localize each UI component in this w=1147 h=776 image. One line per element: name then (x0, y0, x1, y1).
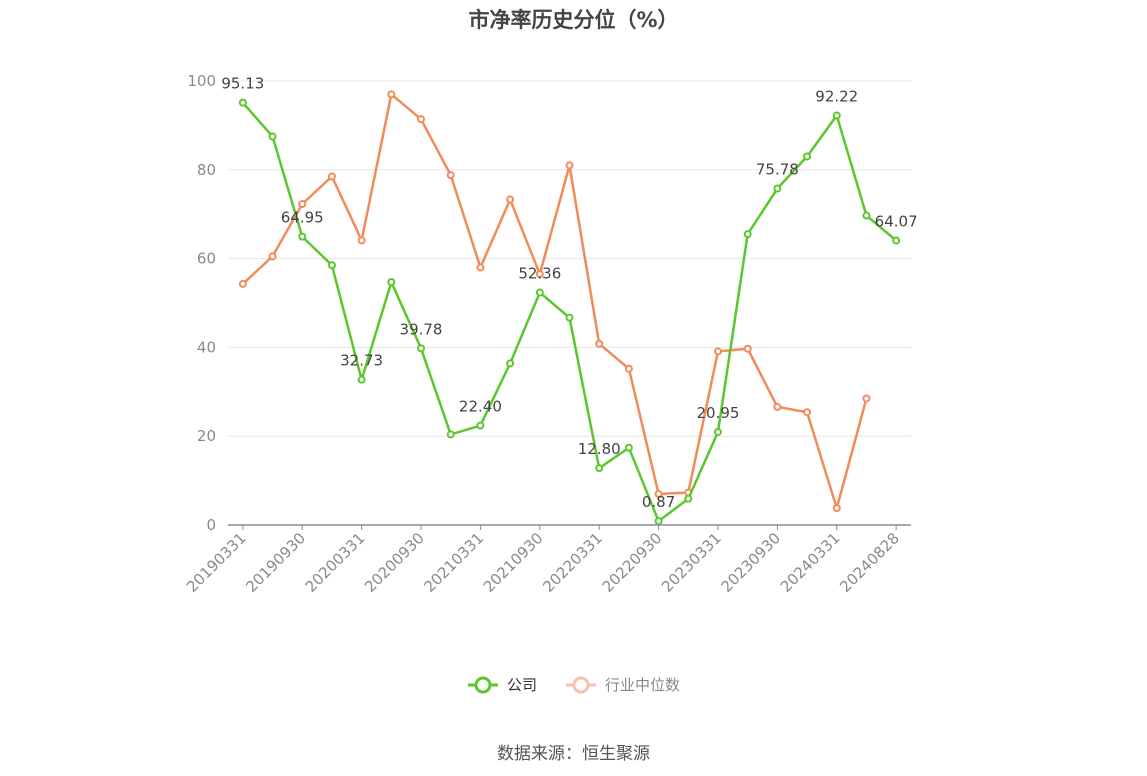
axis-layer: 0 20 40 60 80 100 2019033120190930202003312020… (183, 72, 911, 596)
point-industry-20231231 (803, 408, 812, 417)
data-label-company-20210331: 22.40 (459, 398, 502, 416)
point-industry-20230331 (713, 347, 722, 356)
point-industry-20191231 (327, 172, 336, 181)
point-industry-20240630 (862, 394, 871, 403)
point-industry-20230930 (773, 402, 782, 411)
x-tick-label-20230930: 20230930 (717, 529, 784, 596)
point-industry-20200930 (417, 115, 426, 124)
data-label-company-20190331: 95.13 (221, 75, 264, 93)
data-label-company-20220930: 0.87 (642, 493, 675, 511)
grid-layer (228, 80, 911, 437)
y-tick-label-40: 40 (197, 338, 216, 356)
point-company-20230331 (713, 427, 722, 436)
data-label-company-20240331: 92.22 (815, 88, 858, 106)
data-label-company-20210930: 52.36 (518, 265, 561, 283)
point-company-20200930 (417, 344, 426, 353)
y-tick-label-60: 60 (197, 250, 216, 268)
legend-item-company[interactable]: 公司 (467, 674, 537, 695)
point-company-20201231 (446, 430, 455, 439)
y-tick-label-20: 20 (197, 427, 216, 445)
point-company-20191231 (327, 261, 336, 270)
data-label-company-20230331: 20.95 (697, 404, 740, 422)
data-label-company-20200930: 39.78 (400, 320, 443, 338)
y-tick-label-100: 100 (187, 72, 216, 90)
x-tick-label-20200331: 20200331 (302, 529, 369, 596)
data-label-company-20240828: 64.07 (875, 213, 918, 231)
x-tick-label-20240331: 20240331 (777, 529, 844, 596)
point-company-20221231 (684, 494, 693, 503)
legend: 公司 行业中位数 (0, 674, 1147, 695)
point-company-20220630 (624, 443, 633, 452)
chart-title: 市净率历史分位（%） (468, 8, 679, 32)
point-industry-20200630 (387, 90, 396, 99)
point-industry-20190630 (268, 252, 277, 261)
point-company-20220331 (595, 464, 604, 473)
x-tick-label-20210331: 20210331 (421, 529, 488, 596)
point-company-20190930 (298, 232, 307, 241)
point-company-20210930 (535, 288, 544, 297)
series-layer (238, 90, 901, 526)
point-industry-20210630 (506, 195, 515, 204)
y-tick-label-80: 80 (197, 161, 216, 179)
x-tick-label-20230331: 20230331 (658, 529, 725, 596)
legend-label-industry: 行业中位数 (605, 676, 681, 694)
point-industry-20200331 (357, 236, 366, 245)
point-company-20200331 (357, 375, 366, 384)
point-company-20211231 (565, 313, 574, 322)
legend-company-marker-icon (467, 676, 498, 693)
point-industry-20190930 (298, 199, 307, 208)
line-chart: 0 20 40 60 80 100 2019033120190930202003312020… (183, 72, 918, 596)
legend-item-industry[interactable]: 行业中位数 (565, 674, 680, 695)
data-source-note: 数据来源：恒生聚源 (497, 744, 650, 764)
series-line-industry (241, 93, 868, 510)
point-industry-20230630 (743, 344, 752, 353)
point-company-20210630 (506, 359, 515, 368)
data-label-company-20200331: 32.73 (340, 352, 383, 370)
point-industry-20240331 (832, 504, 841, 513)
point-company-20200630 (387, 278, 396, 287)
legend-industry-marker-icon (566, 676, 596, 693)
label-layer: 95.13 64.95 32.73 39.78 22.40 52.36 12.80 0.87 2… (221, 75, 917, 512)
point-industry-20201231 (446, 171, 455, 180)
point-company-20240828 (892, 236, 901, 245)
data-label-company-20230930: 75.78 (756, 161, 799, 179)
point-company-20240630 (862, 211, 871, 220)
x-tick-label-20220331: 20220331 (539, 529, 606, 596)
x-tick-label-20190930: 20190930 (242, 529, 309, 596)
x-tick-label-20220930: 20220930 (599, 529, 666, 596)
x-tick-label-20200930: 20200930 (361, 529, 428, 596)
x-tick-label-20190331: 20190331 (183, 529, 250, 596)
point-company-20230930 (773, 184, 782, 193)
y-tick-label-0: 0 (206, 516, 216, 534)
data-label-company-20190930: 64.95 (281, 209, 324, 227)
point-company-20210331 (476, 421, 485, 430)
point-industry-20220930 (654, 489, 663, 498)
point-industry-20220331 (595, 339, 604, 348)
point-industry-20190331 (238, 279, 247, 288)
point-company-20220930 (654, 517, 663, 526)
legend-label-company: 公司 (506, 676, 537, 694)
point-company-20190630 (268, 132, 277, 141)
point-company-20230630 (743, 230, 752, 239)
x-tick-label-20240828: 20240828 (836, 529, 903, 596)
point-industry-20211231 (565, 161, 574, 170)
point-company-20231231 (803, 152, 812, 161)
point-industry-20210331 (476, 263, 485, 272)
data-label-company-20220331: 12.80 (578, 440, 621, 458)
x-tick-label-20210930: 20210930 (480, 529, 547, 596)
point-company-20240331 (832, 111, 841, 120)
point-company-20190331 (238, 98, 247, 107)
point-industry-20210930 (535, 270, 544, 279)
point-industry-20220630 (624, 364, 633, 373)
